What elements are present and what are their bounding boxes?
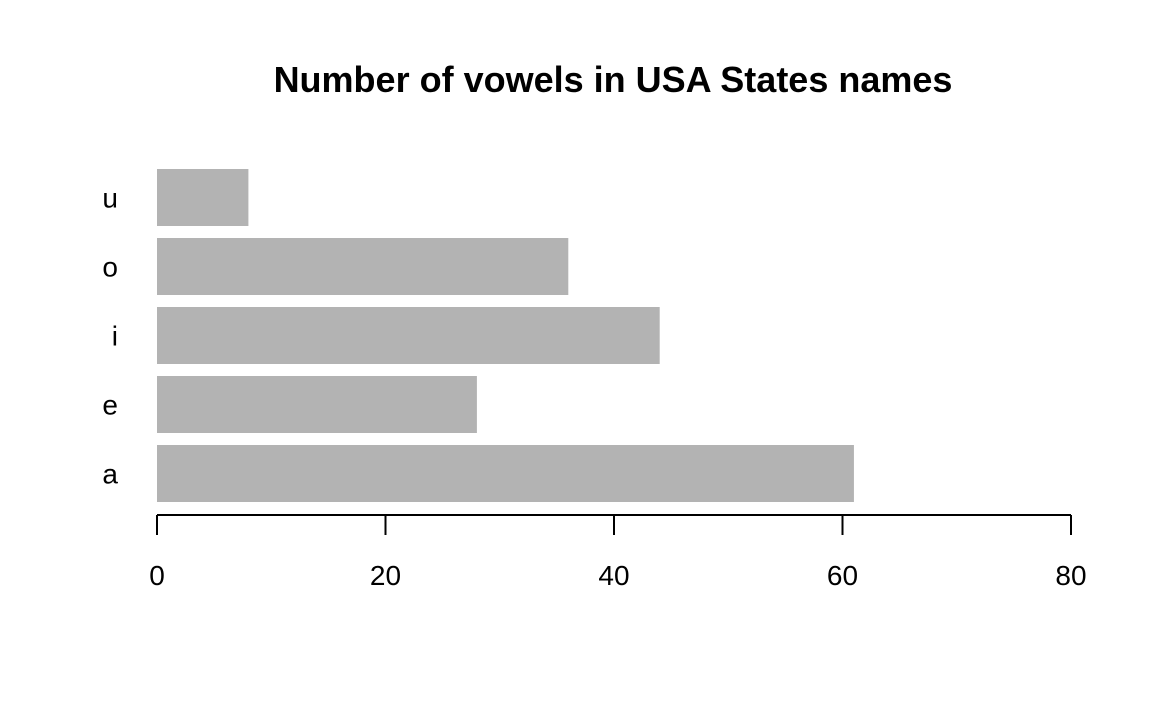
category-label-e: e — [102, 390, 118, 421]
category-label-o: o — [102, 252, 118, 283]
x-tick-label-40: 40 — [598, 560, 629, 591]
x-tick-label-0: 0 — [149, 560, 165, 591]
bar-o — [157, 238, 569, 295]
category-label-u: u — [102, 183, 118, 214]
bar-u — [157, 169, 249, 226]
chart-title: Number of vowels in USA States names — [274, 59, 953, 100]
bar-i — [157, 307, 660, 364]
category-labels: a e i o u — [102, 183, 118, 490]
x-tick-label-80: 80 — [1055, 560, 1086, 591]
x-axis: 0 20 40 60 80 — [149, 514, 1087, 591]
x-tick-label-60: 60 — [827, 560, 858, 591]
bar-e — [157, 376, 477, 433]
bar-a — [157, 445, 854, 502]
category-label-i: i — [112, 321, 118, 352]
category-label-a: a — [102, 459, 118, 490]
x-tick-label-20: 20 — [370, 560, 401, 591]
bars-group — [157, 169, 854, 502]
